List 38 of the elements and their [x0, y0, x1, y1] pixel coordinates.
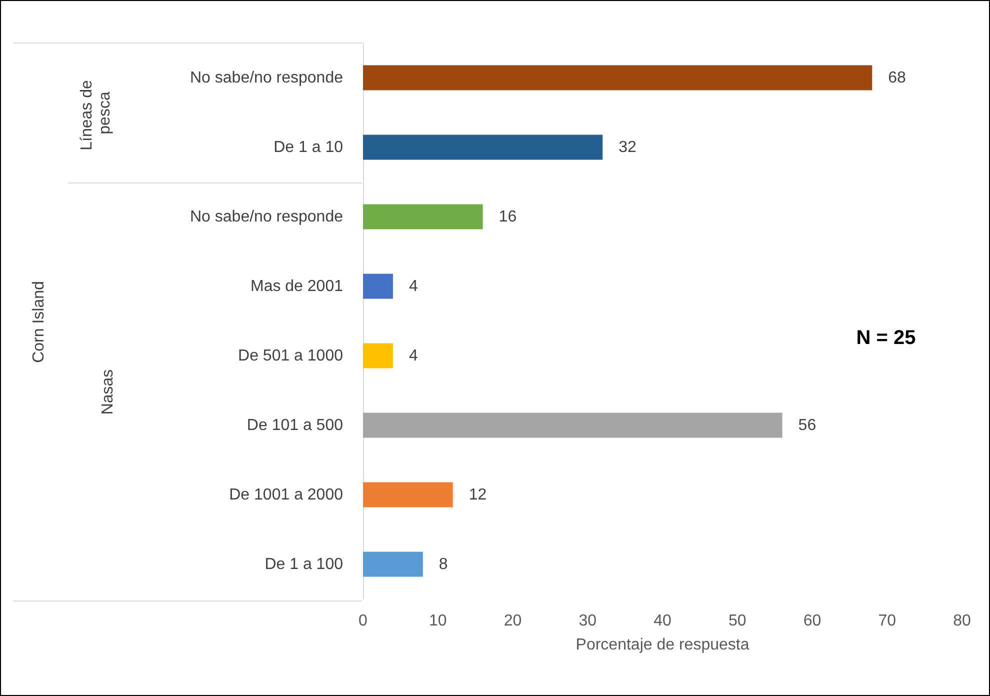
x-tick-label: 10 [428, 612, 447, 630]
y-tick-label: De 101 a 500 [246, 416, 344, 434]
text: Nasas [100, 369, 116, 415]
annotation: N = 25 [856, 327, 916, 349]
bar [363, 134, 603, 160]
y-tick-label: De 1 a 10 [274, 138, 344, 156]
x-tick-label: 60 [803, 612, 822, 630]
x-tick-label: 70 [878, 612, 896, 630]
text: Líneas de pesca [78, 76, 114, 150]
bar [363, 65, 872, 90]
data-label: 56 [798, 416, 816, 434]
y-tick-label: De 1001 a 2000 [229, 486, 344, 504]
bar [363, 274, 393, 299]
y-tick-label: Mas de 2001 [250, 278, 344, 295]
bar [363, 412, 782, 438]
data-label: 68 [888, 69, 906, 86]
bar [363, 482, 453, 508]
data-label: 32 [618, 138, 636, 156]
y-tick-label: No sabe/no responde [190, 208, 344, 226]
x-tick-label: 80 [953, 612, 971, 630]
x-axis-title: Porcentaje de respuesta [576, 636, 750, 654]
bar [363, 552, 423, 577]
bar [363, 204, 483, 230]
x-tick-label: 30 [578, 612, 597, 630]
y-tick-label: De 501 a 1000 [238, 347, 344, 364]
data-label: 12 [468, 486, 487, 504]
x-tick-label: 50 [728, 612, 746, 630]
text: Corn Island [30, 281, 48, 363]
data-label: 16 [498, 208, 517, 226]
x-tick-label: 20 [504, 612, 522, 630]
x-tick-label: 0 [358, 612, 368, 630]
y-tick-label: De 1 a 100 [264, 556, 344, 573]
data-label: 8 [438, 556, 448, 573]
bar [363, 343, 393, 368]
data-label: 4 [408, 347, 418, 364]
y-tick-label: No sabe/no responde [190, 69, 344, 86]
data-label: 4 [408, 278, 418, 295]
x-tick-label: 40 [654, 612, 672, 630]
